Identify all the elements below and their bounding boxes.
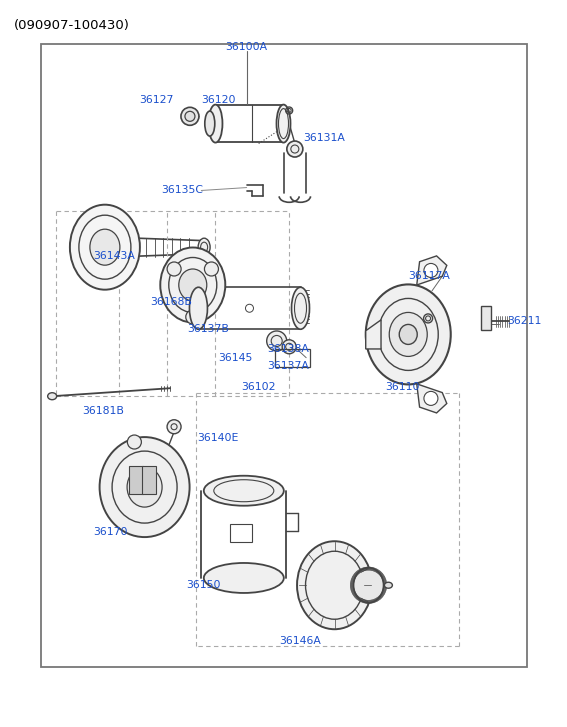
Circle shape	[424, 263, 438, 278]
Ellipse shape	[209, 105, 222, 142]
Circle shape	[185, 111, 195, 121]
Polygon shape	[366, 320, 381, 349]
Circle shape	[167, 262, 181, 276]
Circle shape	[186, 310, 200, 324]
Ellipse shape	[127, 467, 162, 507]
Circle shape	[424, 391, 438, 406]
Circle shape	[287, 141, 303, 157]
Ellipse shape	[399, 324, 417, 345]
Text: 36100A: 36100A	[226, 42, 268, 52]
Ellipse shape	[90, 229, 120, 265]
Text: 36146A: 36146A	[280, 636, 321, 646]
Text: 36117A: 36117A	[408, 271, 450, 281]
Ellipse shape	[160, 247, 225, 323]
Bar	[142, 466, 156, 494]
Text: 36140E: 36140E	[197, 433, 239, 443]
Text: 36120: 36120	[201, 95, 235, 105]
Ellipse shape	[189, 287, 208, 329]
Circle shape	[167, 419, 181, 434]
Text: 36181B: 36181B	[82, 406, 124, 416]
Text: (090907-100430): (090907-100430)	[14, 19, 130, 32]
Circle shape	[282, 340, 296, 354]
Bar	[230, 523, 252, 542]
Circle shape	[128, 435, 141, 449]
Bar	[41, 44, 527, 667]
Text: 36102: 36102	[241, 382, 275, 392]
Text: 36110: 36110	[386, 382, 420, 393]
Ellipse shape	[204, 563, 284, 593]
Text: 36211: 36211	[507, 316, 542, 326]
Text: 36138A: 36138A	[268, 344, 310, 354]
Ellipse shape	[366, 284, 451, 385]
Text: 36145: 36145	[218, 353, 252, 363]
Ellipse shape	[70, 205, 140, 289]
Ellipse shape	[354, 568, 383, 603]
Ellipse shape	[100, 437, 189, 537]
Text: 36150: 36150	[186, 580, 220, 590]
Circle shape	[266, 331, 287, 351]
Text: 36135C: 36135C	[162, 185, 204, 196]
Ellipse shape	[424, 314, 433, 323]
Ellipse shape	[198, 238, 210, 256]
Ellipse shape	[48, 393, 57, 400]
Ellipse shape	[277, 105, 290, 142]
Text: 36170: 36170	[94, 527, 128, 537]
Bar	[481, 306, 491, 330]
Ellipse shape	[297, 541, 372, 630]
Bar	[275, 349, 310, 367]
Text: 36127: 36127	[139, 95, 173, 105]
Ellipse shape	[205, 111, 215, 136]
Bar	[129, 466, 143, 494]
Text: 36143A: 36143A	[94, 251, 136, 261]
Ellipse shape	[179, 269, 207, 301]
Ellipse shape	[291, 287, 310, 329]
Circle shape	[205, 262, 218, 276]
Polygon shape	[417, 384, 447, 413]
Polygon shape	[417, 256, 447, 285]
Ellipse shape	[204, 475, 284, 506]
Text: 36137A: 36137A	[268, 361, 310, 371]
Text: 36131A: 36131A	[303, 133, 345, 143]
Ellipse shape	[384, 582, 392, 588]
Ellipse shape	[389, 313, 428, 356]
Text: 36137B: 36137B	[187, 324, 229, 334]
Circle shape	[181, 108, 199, 125]
Text: 36168B: 36168B	[150, 297, 192, 307]
